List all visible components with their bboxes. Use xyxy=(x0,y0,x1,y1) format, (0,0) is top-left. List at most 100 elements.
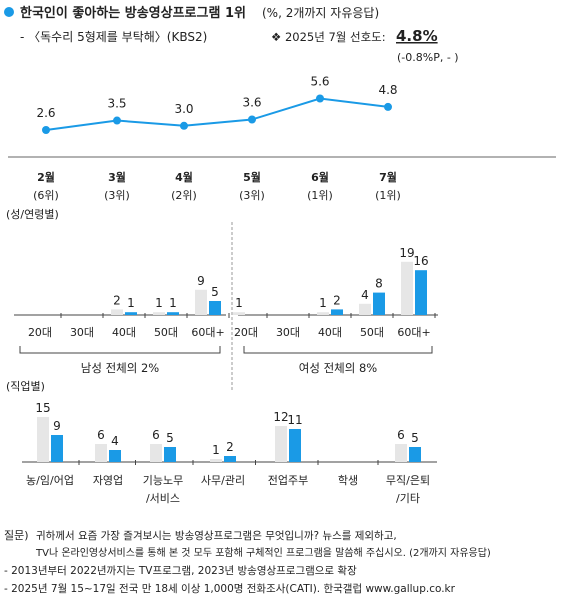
bar-gray xyxy=(317,312,329,315)
bar-value-label: 4 xyxy=(361,288,369,302)
trend-value-label: 2.6 xyxy=(36,106,55,120)
bar-value-label: 1 xyxy=(169,296,177,310)
occupation-category-label: /기타 xyxy=(396,492,420,505)
bar-blue xyxy=(209,301,221,315)
group-total-label: 여성 전체의 8% xyxy=(299,361,378,375)
trend-rank-label: (3위) xyxy=(104,189,130,202)
age-category-label: 50대 xyxy=(360,326,384,339)
trend-value-label: 4.8 xyxy=(378,83,397,97)
bar-gray xyxy=(95,444,107,462)
footer-note-2: - 2025년 7월 15~17일 전국 만 18세 이상 1,000명 전화조… xyxy=(4,582,456,595)
occupation-category-label: 사무/관리 xyxy=(201,474,245,487)
occupation-category-label: /서비스 xyxy=(146,492,180,505)
occupation-category-label: 기능노무 xyxy=(143,474,183,487)
question-label: 질문) xyxy=(4,529,29,542)
bar-gray xyxy=(111,309,123,315)
question-line-1: 귀하께서 요즘 가장 즐겨보시는 방송영상프로그램은 무엇입니까? 뉴스를 제외… xyxy=(36,529,397,542)
bar-value-label: 9 xyxy=(197,274,205,288)
trend-value-label: 5.6 xyxy=(310,75,329,89)
monthly-trend-chart: 2.6 2월 (6위) 3.5 3월 (3위) 3.0 4월 (2위) 3.6 5월 (3위) 5.6 6… xyxy=(33,75,401,203)
bar-value-label: 5 xyxy=(166,431,174,445)
occupation-section-label: (직업별) xyxy=(6,380,45,393)
bar-value-label: 5 xyxy=(211,285,219,299)
title-note: (%, 2개까지 자유응답) xyxy=(262,6,379,20)
bar-gray xyxy=(401,261,413,315)
trend-rank-label: (1위) xyxy=(375,189,401,202)
bar-blue xyxy=(164,447,176,462)
occupation-category-label: 전업주부 xyxy=(268,474,308,487)
bar-gray xyxy=(210,459,222,462)
bar-value-label: 15 xyxy=(35,401,50,415)
footer-note-1: - 2013년부터 2022년까지는 TV프로그램, 2023년 방송영상프로그… xyxy=(4,564,357,577)
bar-blue xyxy=(415,270,427,315)
trend-line xyxy=(45,97,389,131)
bar-value-label: 12 xyxy=(273,410,288,424)
bar-blue xyxy=(125,312,137,315)
trend-rank-label: (3위) xyxy=(239,189,265,202)
bar-value-label: 9 xyxy=(53,419,61,433)
bar-gray xyxy=(37,417,49,462)
chart-title: 한국인이 좋아하는 방송영상프로그램 1위 xyxy=(20,5,246,21)
group-bracket xyxy=(243,346,433,354)
trend-rank-label: (2위) xyxy=(171,189,197,202)
bar-gray xyxy=(153,312,165,315)
group-total-label: 남성 전체의 2% xyxy=(81,361,160,375)
bar-blue xyxy=(224,456,236,462)
trend-point xyxy=(316,94,324,103)
bar-blue xyxy=(109,450,121,462)
occupation-category-label: 농/임/어업 xyxy=(26,474,74,487)
gender-age-section-label: (성/연령별) xyxy=(6,208,59,221)
bar-gray xyxy=(359,303,371,315)
bar-value-label: 1 xyxy=(319,296,327,310)
bar-value-label: 2 xyxy=(113,293,121,307)
group-bracket xyxy=(19,346,221,354)
bar-gray xyxy=(195,289,207,315)
trend-point xyxy=(248,115,256,124)
age-category-label: 60대+ xyxy=(191,326,224,339)
age-category-label: 40대 xyxy=(318,326,342,339)
trend-value-label: 3.5 xyxy=(107,97,126,111)
occupation-category-label: 무직/은퇴 xyxy=(386,474,430,487)
bar-gray xyxy=(395,444,407,462)
age-category-label: 30대 xyxy=(70,326,94,339)
trend-month-label: 5월 xyxy=(243,170,261,184)
bar-value-label: 11 xyxy=(287,413,302,427)
bar-value-label: 6 xyxy=(97,428,105,442)
preference-value: 4.8% xyxy=(396,27,438,45)
bar-value-label: 2 xyxy=(226,440,234,454)
bar-blue xyxy=(373,292,385,315)
trend-rank-label: (1위) xyxy=(307,189,333,202)
bar-value-label: 1 xyxy=(155,296,163,310)
trend-value-label: 3.6 xyxy=(242,96,261,110)
trend-point xyxy=(384,102,392,111)
age-category-label: 30대 xyxy=(276,326,300,339)
bar-blue xyxy=(409,447,421,462)
preference-change: (-0.8%P, - ) xyxy=(397,51,459,64)
title-bullet-icon xyxy=(4,7,14,17)
preference-label: ❖ 2025년 7월 선호도: xyxy=(271,30,386,44)
bar-blue xyxy=(167,312,179,315)
trend-month-label: 3월 xyxy=(108,170,126,184)
bar-value-label: 5 xyxy=(411,431,419,445)
bar-value-label: 4 xyxy=(111,434,119,448)
trend-month-label: 2월 xyxy=(37,170,55,184)
bar-blue xyxy=(289,429,301,462)
age-category-label: 20대 xyxy=(234,326,258,339)
occupation-category-label: 자영업 xyxy=(93,474,123,487)
bar-value-label: 1 xyxy=(212,443,220,457)
bar-blue xyxy=(51,435,63,462)
age-category-label: 40대 xyxy=(112,326,136,339)
age-category-label: 50대 xyxy=(154,326,178,339)
bar-value-label: 6 xyxy=(397,428,405,442)
trend-month-label: 6월 xyxy=(311,170,329,184)
bar-blue xyxy=(331,309,343,315)
bar-value-label: 16 xyxy=(413,254,428,268)
trend-rank-label: (6위) xyxy=(33,189,59,202)
program-name: - 〈독수리 5형제를 부탁해〉(KBS2) xyxy=(20,30,207,44)
trend-point xyxy=(180,121,188,130)
bar-value-label: 1 xyxy=(127,296,135,310)
bar-value-label: 19 xyxy=(399,246,414,260)
